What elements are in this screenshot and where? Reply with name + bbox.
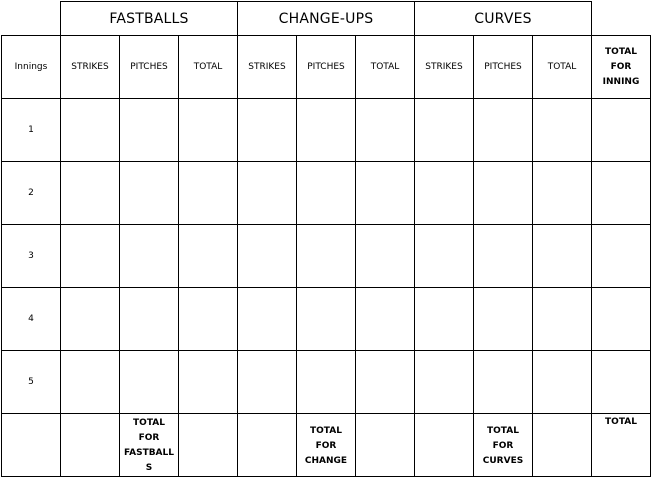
grid-line	[296, 35, 297, 477]
group-header-curves: CURVES	[474, 10, 532, 27]
grid-line	[1, 476, 651, 477]
footer-grand-total: TOTAL	[605, 416, 637, 427]
grid-line	[1, 161, 651, 162]
header-curve-pitches: PITCHES	[484, 62, 522, 72]
inning-number-5: 5	[28, 377, 34, 387]
grid-line	[1, 35, 2, 477]
header-fastball-strikes: STRIKES	[71, 62, 109, 72]
header-changeup-total: TOTAL	[370, 62, 400, 72]
header-total-for-inning: TOTAL FOR INNING	[602, 46, 640, 87]
inning-number-1: 1	[28, 125, 34, 135]
header-changeup-strikes: STRIKES	[248, 62, 286, 72]
footer-total-for-curves: TOTAL FOR CURVES	[482, 425, 524, 466]
grid-line	[60, 1, 592, 2]
inning-number-2: 2	[28, 188, 34, 198]
grid-line	[1, 413, 651, 414]
footer-total-for-fastballs: TOTAL FOR FASTBALL S	[124, 418, 174, 473]
grid-line	[473, 35, 474, 477]
header-fastball-total: TOTAL	[193, 62, 223, 72]
grid-line	[60, 1, 61, 477]
grid-line	[414, 1, 415, 477]
grid-line	[1, 287, 651, 288]
grid-line	[119, 35, 120, 477]
grid-line	[532, 35, 533, 477]
inning-number-4: 4	[28, 314, 34, 324]
grid-line	[355, 35, 356, 477]
grid-line	[178, 35, 179, 477]
inning-number-3: 3	[28, 251, 34, 261]
grid-line	[591, 1, 592, 477]
grid-line	[1, 350, 651, 351]
header-innings: Innings	[14, 62, 48, 72]
grid-line	[1, 35, 651, 36]
header-curve-total: TOTAL	[547, 62, 577, 72]
grid-line	[237, 1, 238, 477]
group-header-changeups: CHANGE-UPS	[278, 10, 374, 27]
footer-total-for-change: TOTAL FOR CHANGE	[304, 425, 348, 466]
grid-line	[1, 224, 651, 225]
header-fastball-pitches: PITCHES	[130, 62, 168, 72]
header-curve-strikes: STRIKES	[425, 62, 463, 72]
grid-line	[1, 98, 651, 99]
group-header-fastballs: FASTBALLS	[109, 10, 189, 27]
grid-line	[650, 35, 651, 477]
header-changeup-pitches: PITCHES	[307, 62, 345, 72]
